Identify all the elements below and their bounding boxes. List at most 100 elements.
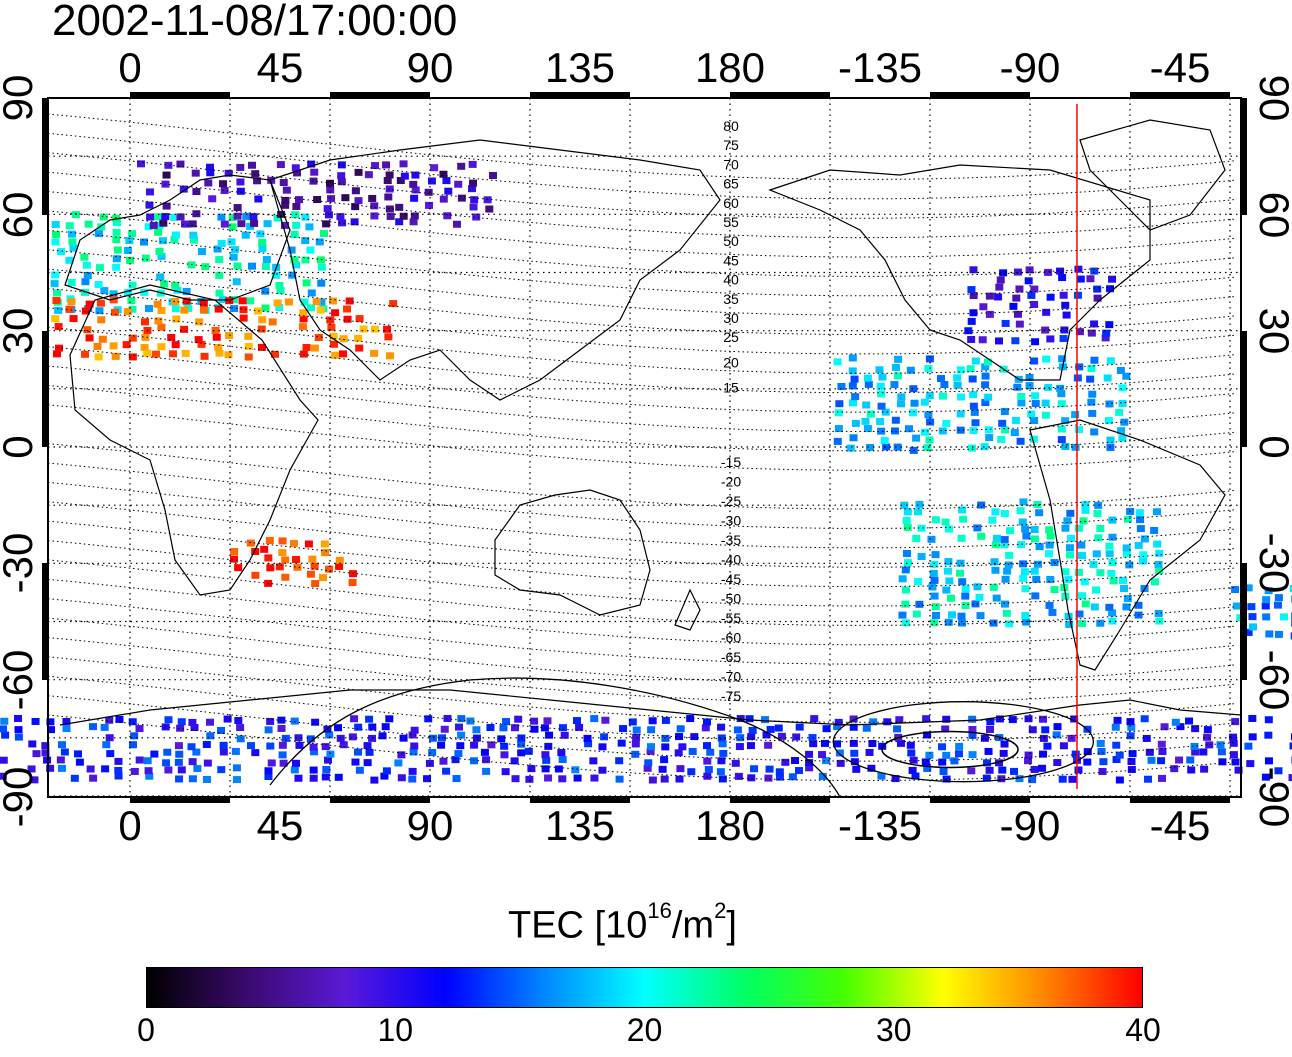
tec-cell <box>848 399 857 407</box>
tec-cell <box>128 353 137 361</box>
tec-cell <box>868 739 877 747</box>
tec-cell <box>89 723 98 731</box>
tec-cell <box>997 775 1006 783</box>
tec-cell <box>327 323 336 331</box>
tec-cell <box>323 756 332 764</box>
tec-cell <box>687 768 696 776</box>
tec-cell <box>1115 776 1124 784</box>
tec-cell <box>456 742 465 750</box>
tec-cell <box>979 303 988 311</box>
tec-cell <box>1094 534 1103 542</box>
tec-cell <box>902 549 911 557</box>
contour-label: -25 <box>721 493 741 509</box>
tec-cell <box>114 757 123 765</box>
tec-cell <box>747 774 756 782</box>
tec-cell <box>65 256 74 264</box>
tec-cell <box>149 221 158 229</box>
tec-cell <box>310 562 319 570</box>
tec-cell <box>482 767 491 775</box>
tec-cell <box>86 765 95 773</box>
tec-cell <box>130 732 139 740</box>
tec-cell <box>877 402 886 410</box>
tec-cell <box>1120 418 1129 426</box>
tec-cell <box>94 281 103 289</box>
tec-cell <box>157 343 166 351</box>
mlat-contour <box>47 501 1237 568</box>
tec-cell <box>890 381 899 389</box>
tec-cell <box>718 775 727 783</box>
tec-cell <box>201 263 210 271</box>
tec-cell <box>1111 723 1120 731</box>
map-border <box>47 97 1242 798</box>
contour-label: -45 <box>721 571 741 587</box>
tec-cell <box>908 409 917 417</box>
tec-cell <box>1060 326 1069 334</box>
tec-cell <box>765 765 774 773</box>
tec-cell <box>902 516 911 524</box>
tec-cell <box>266 742 275 750</box>
tec-cell <box>233 262 242 270</box>
contour-label: -15 <box>721 454 741 470</box>
tec-cell <box>62 717 71 725</box>
tec-cell <box>220 220 229 228</box>
tec-cell <box>1004 561 1013 569</box>
contour-label: 65 <box>723 176 739 192</box>
tec-cell <box>1021 525 1030 533</box>
contour-label: 75 <box>723 137 739 153</box>
tec-cell <box>130 767 139 775</box>
tec-cell <box>994 293 1003 301</box>
tec-cell <box>1059 291 1068 299</box>
tec-cell <box>980 734 989 742</box>
tec-cell <box>174 758 183 766</box>
tec-cell <box>144 767 153 775</box>
tec-cell <box>331 351 340 359</box>
tec-cell <box>263 220 272 228</box>
tec-cell <box>144 223 153 231</box>
mlat-contour <box>47 598 1237 665</box>
tec-cell <box>439 757 448 765</box>
tec-cell <box>862 724 871 732</box>
tec-cell <box>1011 337 1020 345</box>
tec-cell <box>648 776 657 784</box>
tec-cell <box>370 349 379 357</box>
tec-cell <box>176 213 185 221</box>
tec-cell <box>983 759 992 767</box>
tec-cell <box>989 583 998 591</box>
tec-cell <box>241 231 250 239</box>
tec-cell <box>326 186 335 194</box>
tec-cell <box>1087 364 1096 372</box>
tec-cell <box>83 326 92 334</box>
tec-cell <box>319 229 328 237</box>
contour-label: 80 <box>723 118 739 134</box>
tec-cell <box>188 775 197 783</box>
tec-cell <box>102 741 111 749</box>
tec-cell <box>1106 436 1115 444</box>
tec-cell <box>1108 275 1117 283</box>
tec-cell <box>1019 498 1028 506</box>
tec-cell <box>988 516 997 524</box>
tec-cell <box>1127 723 1136 731</box>
tec-cell <box>171 231 180 239</box>
tec-cell <box>1041 399 1050 407</box>
tec-cell <box>1246 760 1255 768</box>
mlat-contour <box>47 559 1237 626</box>
tec-cell <box>425 201 434 209</box>
tec-cell <box>967 335 976 343</box>
tec-cell <box>511 775 520 783</box>
tec-cell <box>468 160 477 168</box>
tec-cell <box>1073 291 1082 299</box>
tec-cell <box>1032 575 1041 583</box>
tec-cell <box>1128 750 1137 758</box>
tec-cell <box>1071 443 1080 451</box>
tec-cell <box>1099 758 1108 766</box>
tec-cell <box>67 298 76 306</box>
tec-cell <box>928 583 937 591</box>
tec-cell <box>967 767 976 775</box>
tec-cell <box>182 287 191 295</box>
tec-cell <box>1019 560 1028 568</box>
tec-cell <box>514 715 523 723</box>
tec-cell <box>1020 568 1029 576</box>
tec-cell <box>140 343 149 351</box>
tec-cell <box>775 773 784 781</box>
lon-tick-bottom: 45 <box>257 802 304 849</box>
